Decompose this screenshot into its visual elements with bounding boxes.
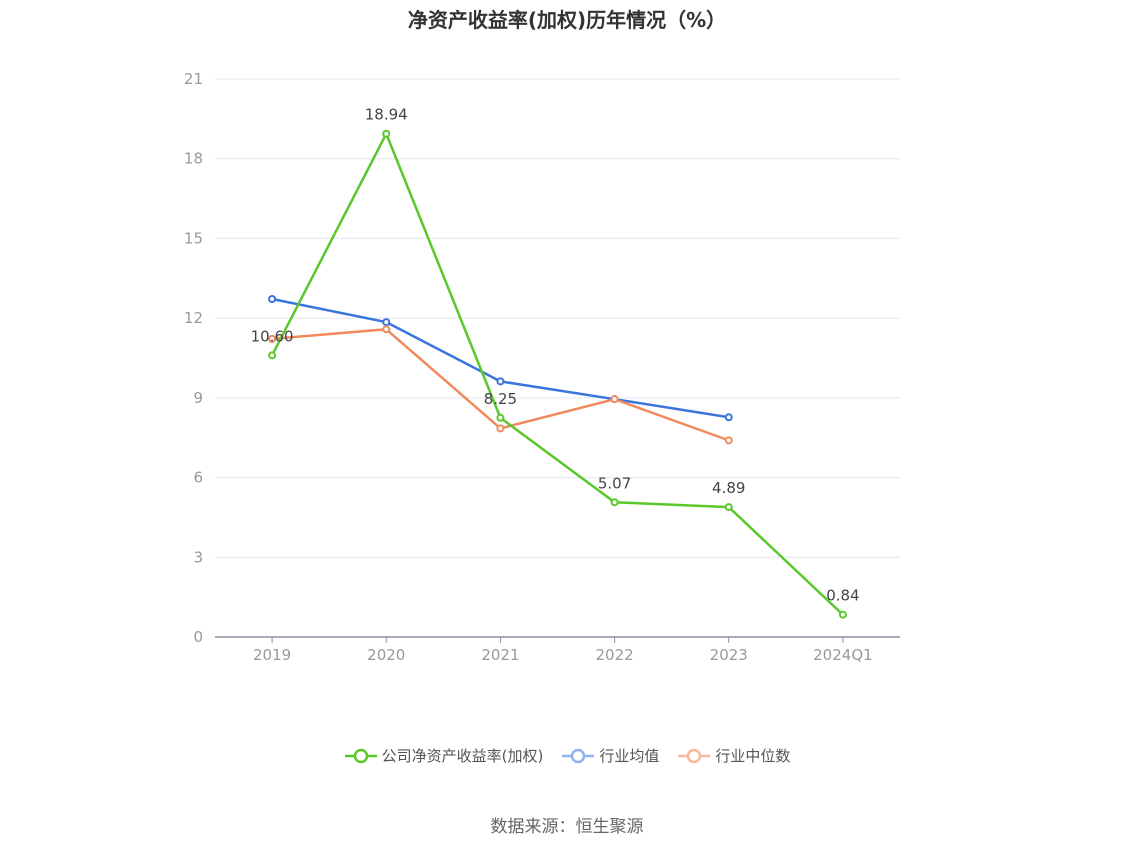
legend-label: 行业中位数	[715, 747, 791, 765]
x-tick-label: 2021	[481, 646, 519, 664]
data-label: 18.94	[365, 106, 408, 124]
y-tick-label: 18	[184, 150, 203, 168]
legend-label: 公司净资产收益率(加权)	[381, 747, 544, 765]
series-line	[270, 132, 844, 616]
x-tick-label: 2024Q1	[813, 646, 873, 664]
data-label: 10.60	[251, 327, 294, 345]
legend-swatch-icon	[562, 748, 595, 763]
y-tick-label: 6	[193, 469, 203, 487]
data-point	[496, 377, 505, 386]
x-tick-label: 2020	[367, 646, 405, 664]
legend: 公司净资产收益率(加权) 行业均值 行业中位数	[0, 745, 1134, 766]
data-point	[724, 436, 733, 445]
data-point	[610, 395, 619, 404]
data-label: 5.07	[598, 474, 631, 492]
x-tick-label: 2022	[595, 646, 633, 664]
data-point	[382, 129, 391, 138]
y-tick-label: 3	[193, 548, 203, 566]
data-point	[268, 295, 277, 304]
data-point	[724, 413, 733, 422]
data-point	[382, 318, 391, 327]
legend-item[interactable]: 行业中位数	[677, 745, 790, 766]
legend-swatch-icon	[678, 748, 711, 763]
y-tick-label: 9	[193, 389, 203, 407]
data-point	[496, 413, 505, 422]
y-tick-label: 0	[193, 628, 203, 646]
data-label: 0.84	[826, 587, 859, 605]
legend-swatch-icon	[344, 748, 377, 763]
data-point	[268, 351, 277, 360]
legend-label: 行业均值	[599, 747, 660, 765]
chart-title: 净资产收益率(加权)历年情况（%）	[407, 8, 727, 32]
x-tick-label: 2019	[253, 646, 291, 664]
data-source: 数据来源：恒生聚源	[490, 817, 644, 837]
data-label: 4.89	[712, 479, 745, 497]
data-point	[838, 610, 847, 619]
data-point	[610, 498, 619, 507]
x-tick-label: 2023	[710, 646, 748, 664]
data-label: 8.25	[484, 390, 517, 408]
y-tick-label: 15	[184, 229, 203, 247]
data-point	[268, 334, 277, 343]
legend-item[interactable]: 行业均值	[561, 745, 659, 766]
y-tick-label: 21	[184, 70, 203, 88]
legend-item[interactable]: 公司净资产收益率(加权)	[344, 745, 544, 766]
data-point	[382, 325, 391, 334]
data-point	[496, 424, 505, 433]
data-point	[724, 503, 733, 512]
y-tick-label: 12	[184, 309, 203, 327]
